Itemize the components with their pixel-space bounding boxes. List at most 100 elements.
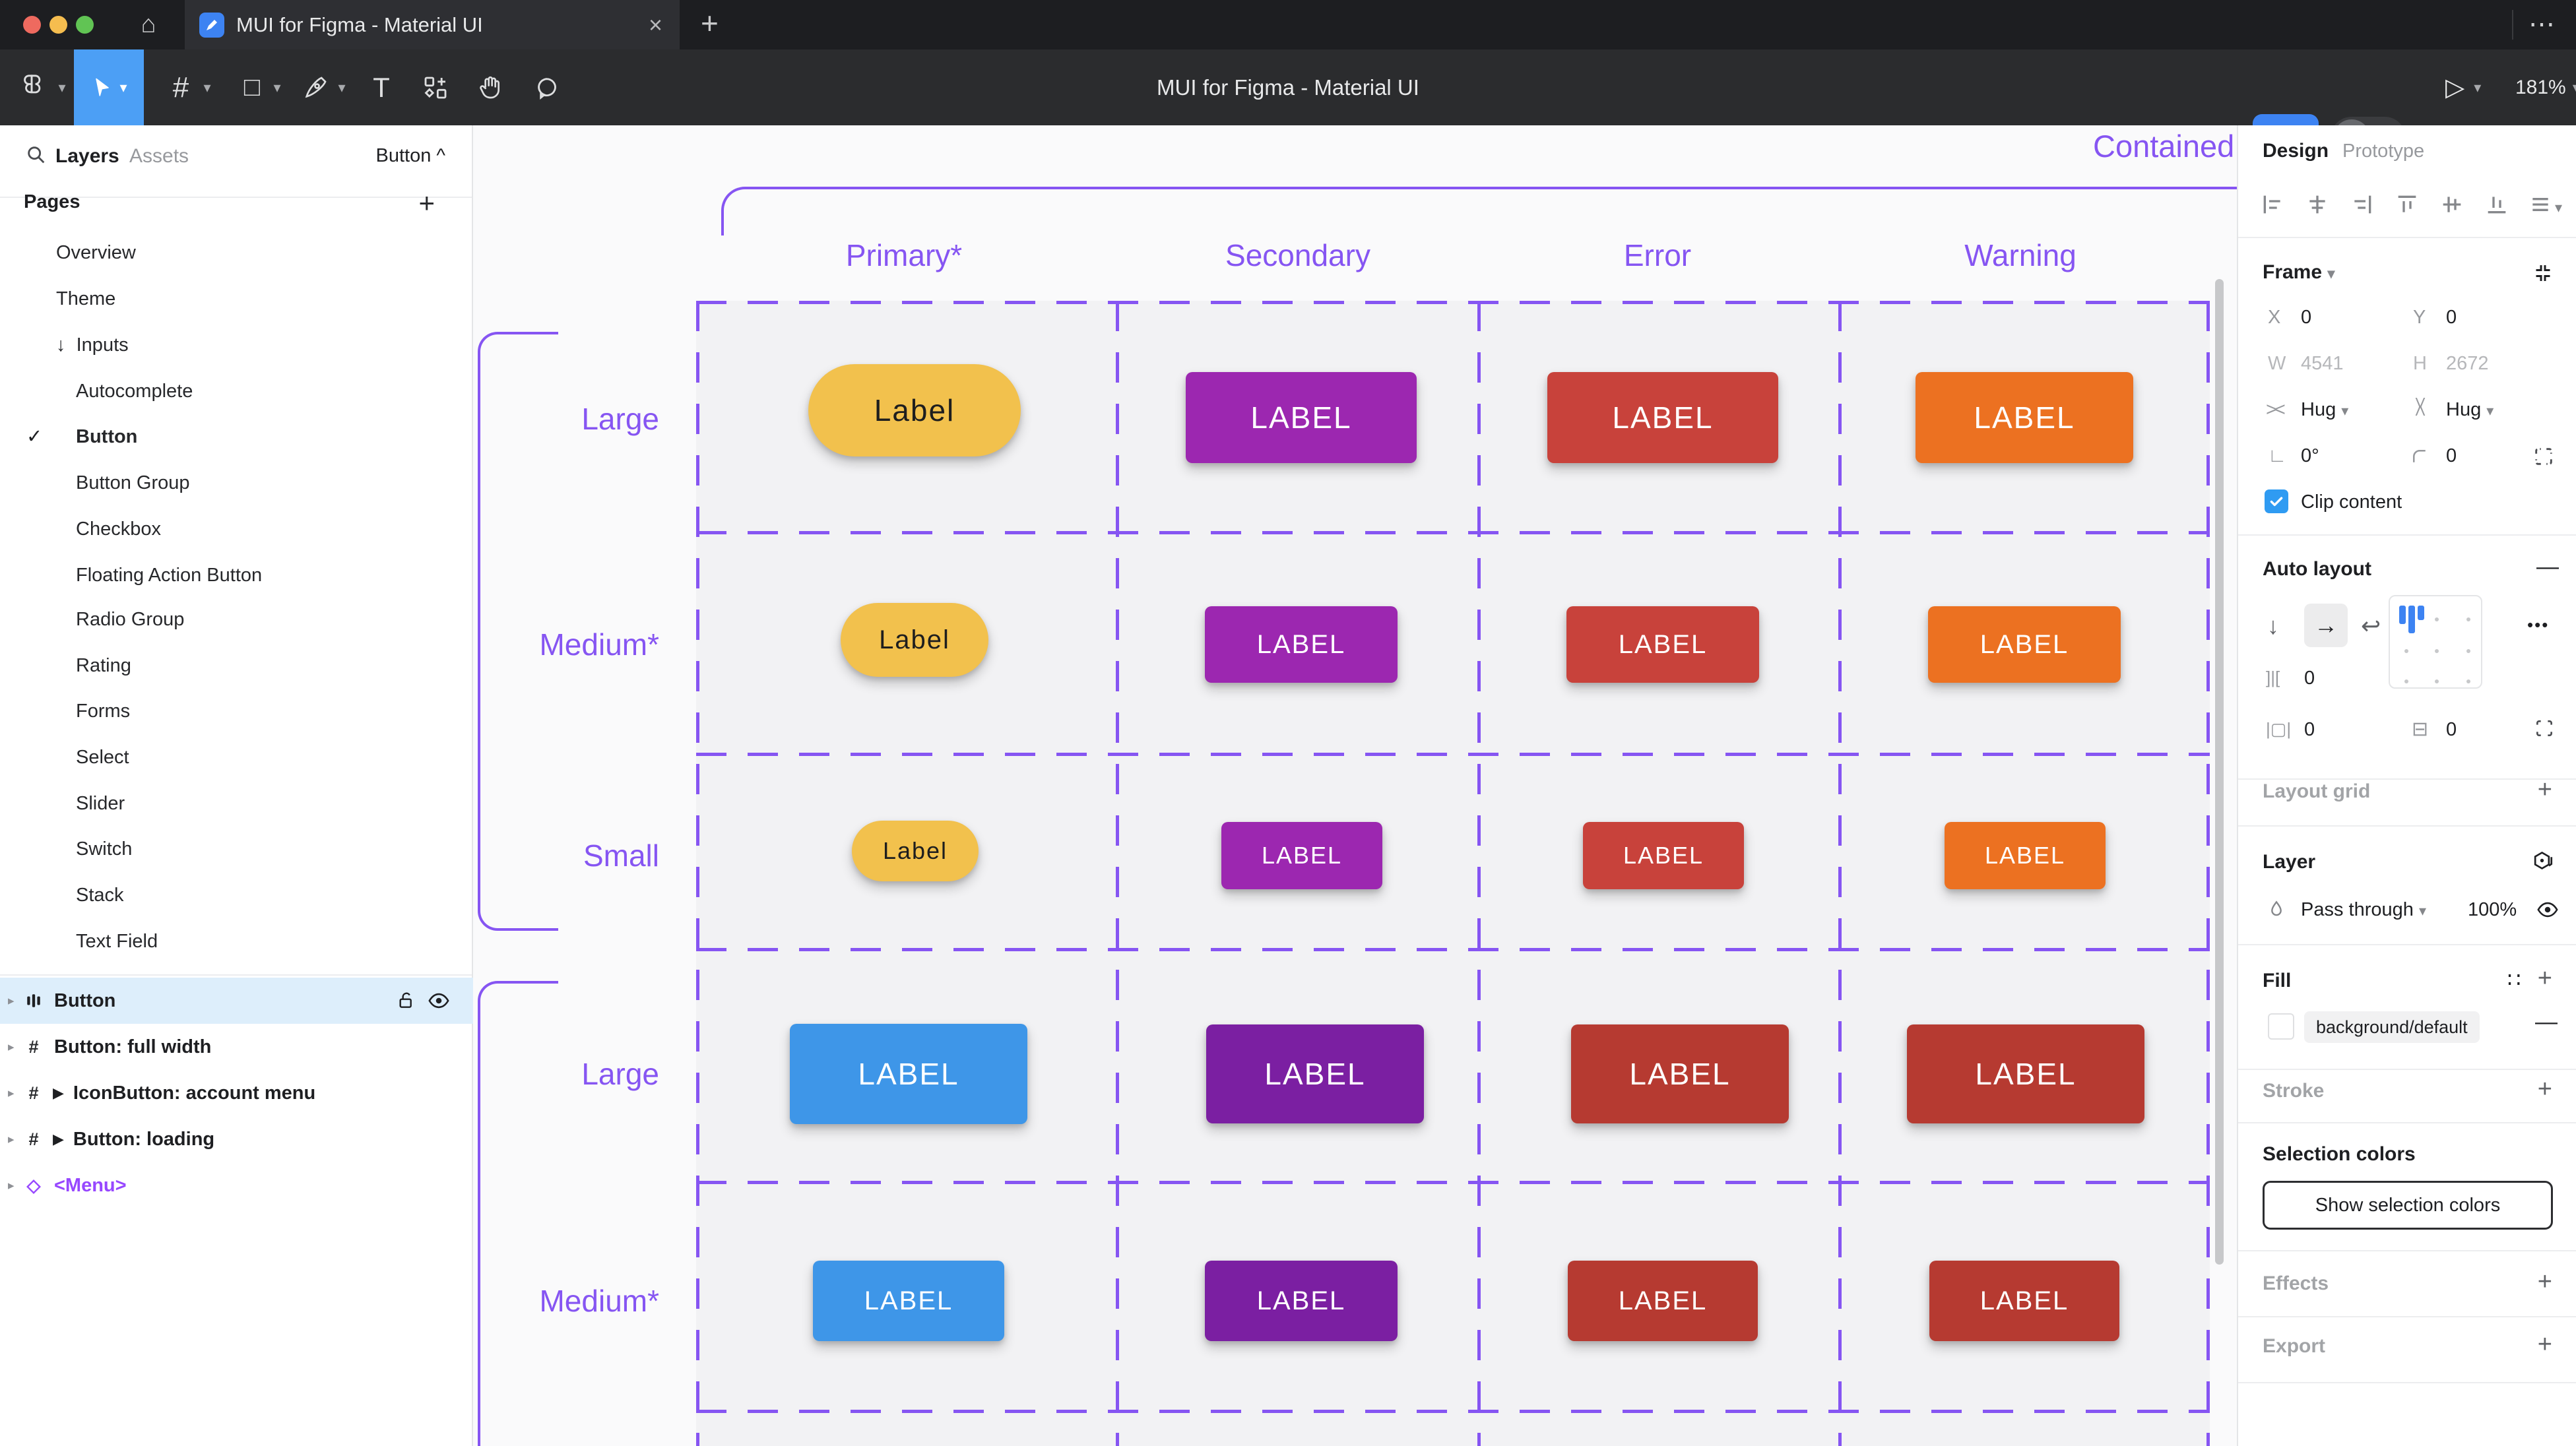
- pen-tool-button[interactable]: [296, 49, 335, 125]
- align-bottom-icon[interactable]: [2484, 191, 2510, 218]
- browser-menu-icon[interactable]: ⋯: [2528, 10, 2558, 39]
- button-error-small[interactable]: LABEL: [1583, 822, 1744, 889]
- move-tool-button[interactable]: ▾: [74, 49, 144, 125]
- button-primary-medium[interactable]: Label: [841, 603, 988, 677]
- page-item-button-group[interactable]: Button Group: [76, 472, 190, 493]
- button-error-medium[interactable]: LABEL: [1566, 606, 1759, 683]
- page-item-button[interactable]: Button: [76, 426, 138, 447]
- corner-radius-value[interactable]: 0: [2446, 445, 2457, 466]
- blend-mode-value[interactable]: Pass through ▾: [2301, 899, 2426, 920]
- remove-fill-button[interactable]: —: [2535, 1009, 2558, 1034]
- button-warning-medium-2[interactable]: LABEL: [1929, 1261, 2119, 1341]
- add-fill-button[interactable]: +: [2537, 964, 2552, 992]
- independent-padding-icon[interactable]: [2534, 718, 2555, 739]
- page-item-select[interactable]: Select: [76, 747, 129, 768]
- eye-icon[interactable]: [428, 990, 450, 1012]
- x-value[interactable]: 0: [2301, 307, 2312, 328]
- page-item-forms[interactable]: Forms: [76, 701, 131, 722]
- maximize-window-button[interactable]: [76, 16, 94, 34]
- button-secondary-small[interactable]: LABEL: [1221, 822, 1382, 889]
- page-item-rating[interactable]: Rating: [76, 655, 131, 676]
- button-primary-medium-2[interactable]: LABEL: [813, 1261, 1004, 1341]
- horizontal-padding-value[interactable]: 0: [2304, 719, 2315, 740]
- eye-icon[interactable]: [2536, 898, 2559, 921]
- button-warning-small[interactable]: LABEL: [1945, 822, 2106, 889]
- page-item-radio-group[interactable]: Radio Group: [76, 609, 185, 630]
- add-layout-grid-button[interactable]: +: [2537, 776, 2552, 803]
- add-stroke-button[interactable]: +: [2537, 1075, 2552, 1103]
- gap-value[interactable]: 0: [2304, 668, 2315, 689]
- main-menu-button[interactable]: [12, 49, 51, 125]
- pen-tool-caret[interactable]: ▾: [338, 79, 346, 96]
- page-selector[interactable]: Button ^: [375, 145, 445, 166]
- hand-tool-button[interactable]: [470, 49, 512, 125]
- fill-styles-icon[interactable]: ∷: [2507, 968, 2521, 991]
- tab-layers[interactable]: Layers: [55, 145, 119, 167]
- shape-tool-caret[interactable]: ▾: [273, 79, 281, 96]
- add-page-button[interactable]: +: [418, 187, 435, 218]
- tab-close-icon[interactable]: ×: [648, 11, 662, 38]
- page-item-inputs[interactable]: ↓ Inputs: [56, 334, 129, 356]
- align-vertical-center-icon[interactable]: [2439, 191, 2465, 218]
- layer-styles-icon[interactable]: [2531, 850, 2555, 873]
- collapse-frame-icon[interactable]: [2531, 261, 2555, 285]
- tab-prototype[interactable]: Prototype: [2342, 141, 2425, 162]
- page-item-overview[interactable]: Overview: [56, 242, 136, 263]
- resources-tool-button[interactable]: [414, 49, 457, 125]
- search-icon[interactable]: [25, 144, 48, 166]
- fill-color-swatch[interactable]: [2268, 1013, 2294, 1040]
- button-primary-small[interactable]: Label: [852, 821, 979, 881]
- button-primary-large[interactable]: Label: [808, 364, 1021, 456]
- add-export-button[interactable]: +: [2537, 1331, 2552, 1358]
- show-selection-colors-button[interactable]: Show selection colors: [2263, 1181, 2553, 1230]
- layer-row-button-loading[interactable]: ▸ # ▶ Button: loading: [8, 1128, 215, 1150]
- vertical-padding-value[interactable]: 0: [2446, 719, 2457, 740]
- page-item-stack[interactable]: Stack: [76, 885, 124, 906]
- direction-horizontal-button[interactable]: →: [2304, 604, 2348, 647]
- frame-title-label[interactable]: Contained: [2093, 129, 2235, 164]
- close-window-button[interactable]: [23, 16, 41, 34]
- button-warning-large[interactable]: LABEL: [1916, 372, 2133, 463]
- button-warning-medium[interactable]: LABEL: [1928, 606, 2121, 683]
- add-effect-button[interactable]: +: [2537, 1268, 2552, 1296]
- hug-vertical-value[interactable]: Hug ▾: [2446, 399, 2494, 420]
- alignment-widget[interactable]: [2389, 595, 2482, 689]
- page-item-autocomplete[interactable]: Autocomplete: [76, 381, 193, 402]
- button-error-medium-2[interactable]: LABEL: [1568, 1261, 1758, 1341]
- direction-vertical-button[interactable]: ↓: [2267, 612, 2279, 639]
- button-error-large-2[interactable]: LABEL: [1571, 1024, 1789, 1123]
- distribute-icon[interactable]: [2527, 191, 2554, 218]
- layer-row-menu-instance[interactable]: ▸ ◇ <Menu>: [8, 1174, 127, 1196]
- page-item-checkbox[interactable]: Checkbox: [76, 519, 161, 540]
- home-tab[interactable]: ⌂: [119, 0, 178, 49]
- opacity-value[interactable]: 100%: [2468, 899, 2517, 920]
- remove-auto-layout-button[interactable]: —: [2536, 554, 2559, 579]
- new-tab-button[interactable]: +: [701, 6, 719, 40]
- page-item-theme[interactable]: Theme: [56, 288, 116, 309]
- layer-row-button-full-width[interactable]: ▸ # Button: full width: [8, 1036, 212, 1057]
- y-value[interactable]: 0: [2446, 307, 2457, 328]
- main-menu-caret[interactable]: ▾: [58, 79, 66, 96]
- zoom-menu[interactable]: 181%▾: [2515, 76, 2576, 98]
- frame-tool-caret[interactable]: ▾: [203, 79, 211, 96]
- distribute-caret[interactable]: ▾: [2555, 199, 2563, 216]
- clip-content-checkbox[interactable]: [2265, 489, 2288, 513]
- align-top-icon[interactable]: [2394, 191, 2420, 218]
- button-secondary-medium[interactable]: LABEL: [1205, 606, 1398, 683]
- canvas[interactable]: Contained Primary* Secondary Error Warni…: [473, 125, 2237, 1446]
- fill-style-chip[interactable]: background/default: [2304, 1011, 2480, 1043]
- independent-corners-icon[interactable]: [2532, 445, 2555, 468]
- auto-layout-more-button[interactable]: •••: [2527, 615, 2550, 635]
- button-secondary-medium-2[interactable]: LABEL: [1205, 1261, 1398, 1341]
- text-tool-button[interactable]: T: [373, 71, 390, 103]
- comment-tool-button[interactable]: [525, 49, 567, 125]
- align-left-icon[interactable]: [2259, 191, 2286, 218]
- button-primary-large-2[interactable]: LABEL: [790, 1024, 1027, 1124]
- frame-tool-button[interactable]: #: [172, 71, 189, 104]
- button-secondary-large[interactable]: LABEL: [1186, 372, 1417, 463]
- browser-tab[interactable]: MUI for Figma - Material UI ×: [185, 0, 680, 49]
- present-button[interactable]: ▷ ▾: [2445, 74, 2482, 102]
- minimize-window-button[interactable]: [49, 16, 67, 34]
- frame-section-header[interactable]: Frame ▾: [2263, 261, 2335, 283]
- wrap-button[interactable]: ↩: [2361, 612, 2381, 639]
